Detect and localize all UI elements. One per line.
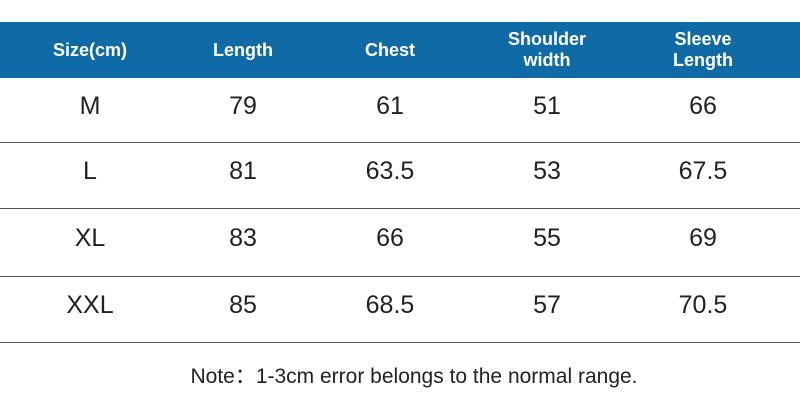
header-cell: Size(cm) [52, 39, 128, 60]
table-cell: 66 [376, 224, 404, 252]
table-cell: XL [74, 224, 106, 252]
table-cell: 61 [376, 92, 404, 120]
table-cell: 66 [689, 92, 717, 120]
table-cell: 53 [533, 157, 561, 185]
table-cell: 69 [689, 224, 717, 252]
table-cell: 79 [229, 92, 257, 120]
row-divider [0, 142, 800, 143]
table-cell: L [83, 157, 97, 185]
row-divider [0, 342, 800, 343]
table-cell: XXL [66, 291, 114, 319]
table-cell: 51 [533, 92, 561, 120]
row-divider [0, 276, 800, 277]
table-cell: M [79, 92, 101, 120]
header-cell: Sleeve Length [673, 29, 733, 70]
header-cell: Chest [364, 39, 415, 60]
table-cell: 67.5 [678, 157, 728, 185]
table-cell: 63.5 [365, 157, 415, 185]
table-cell: 81 [229, 157, 257, 185]
table-cell: 83 [229, 224, 257, 252]
table-cell: 57 [533, 291, 561, 319]
table-cell: 70.5 [678, 291, 728, 319]
table-cell: 85 [229, 291, 257, 319]
note: Note：1-3cm error belongs to the normal r… [190, 365, 638, 388]
header-cell: Shoulder width [507, 29, 586, 70]
header-cell: Length [213, 39, 273, 60]
table-cell: 68.5 [365, 291, 415, 319]
row-divider [0, 208, 800, 209]
table-cell: 55 [533, 224, 561, 252]
table-header: Size(cm) Length Chest Shoulder width Sleeve … [0, 22, 800, 78]
